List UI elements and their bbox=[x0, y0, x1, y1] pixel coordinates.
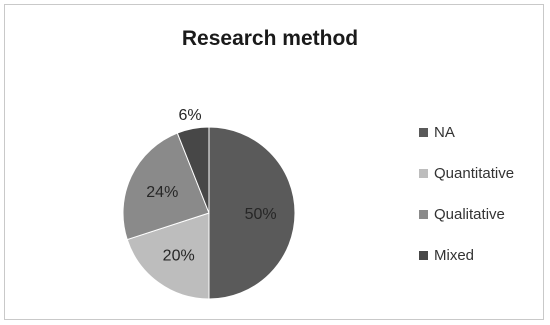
legend-swatch bbox=[419, 128, 428, 137]
legend-label: Mixed bbox=[434, 247, 475, 264]
chart-area: Research method 50% 20% 24% 6% NA Quantitati… bbox=[4, 4, 544, 320]
data-label-quantitative: 20% bbox=[163, 248, 195, 265]
chart-title: Research method bbox=[181, 27, 359, 50]
legend: NA Quantitative Qualitative Mixed bbox=[419, 123, 514, 287]
legend-item-na: NA bbox=[419, 123, 514, 142]
pie-slice-mixed bbox=[176, 126, 210, 214]
legend-label: Qualitative bbox=[434, 206, 505, 223]
legend-swatch bbox=[419, 251, 428, 260]
legend-swatch bbox=[419, 210, 428, 219]
data-label-mixed: 6% bbox=[179, 107, 202, 124]
legend-item-quantitative: Quantitative bbox=[419, 164, 514, 183]
pie-slice-na bbox=[208, 126, 296, 300]
legend-swatch bbox=[419, 169, 428, 178]
pie-chart: 50% 20% 24% 6% bbox=[122, 107, 296, 300]
legend-label: NA bbox=[434, 124, 455, 141]
data-label-qualitative: 24% bbox=[146, 184, 178, 201]
pie-slice-quantitative bbox=[126, 212, 210, 300]
legend-label: Quantitative bbox=[434, 165, 515, 182]
legend-item-qualitative: Qualitative bbox=[419, 205, 514, 224]
data-label-na: 50% bbox=[245, 206, 277, 223]
legend-item-mixed: Mixed bbox=[419, 246, 514, 265]
